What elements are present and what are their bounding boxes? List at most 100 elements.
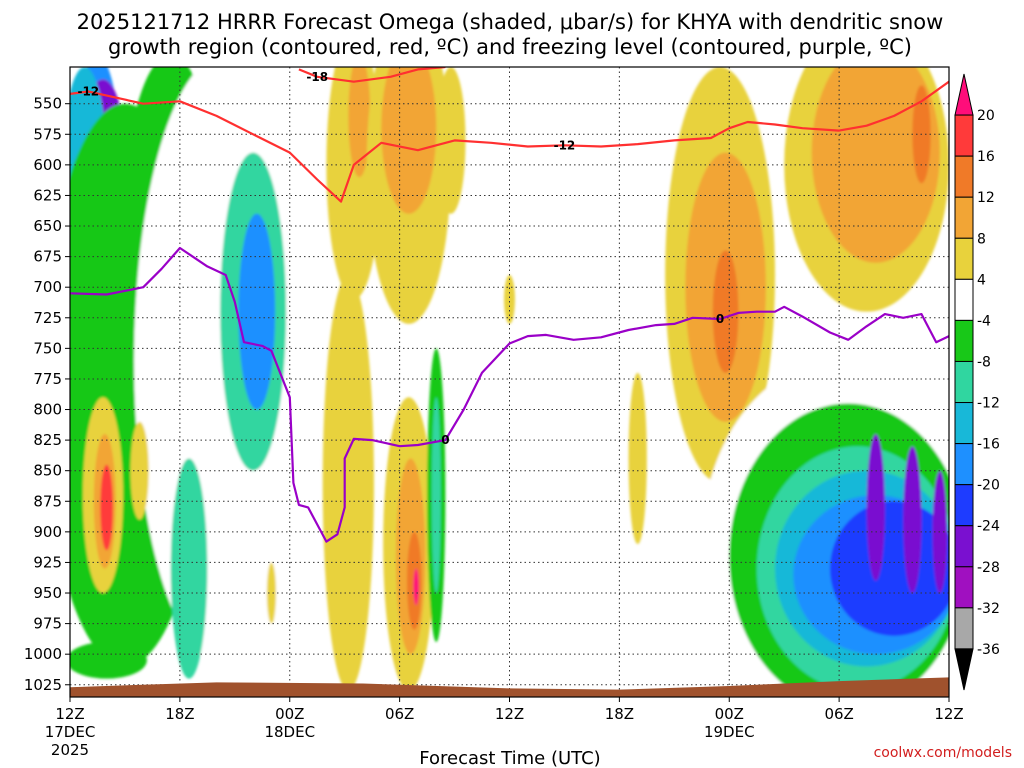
omega-region-14 [266,562,277,624]
omega-region-16 [348,67,371,178]
colorbar-label-11: -28 [977,560,1000,576]
colorbar-label-12: -32 [977,601,1000,617]
omega-region-7 [238,213,276,410]
colorbar-label-4: 4 [977,272,986,288]
omega-region-27 [504,274,515,324]
y-tick-label-850: 850 [33,462,62,480]
y-tick-label-800: 800 [33,401,62,419]
watermark: coolwx.com/models [874,745,1012,761]
colorbar-label-10: -24 [977,519,1000,535]
y-tick-label-900: 900 [33,523,62,541]
omega-shading [70,67,949,697]
x-tick-label-6: 00Z [715,705,744,723]
freezing-level-contour-label-1: 0 [716,312,724,326]
y-tick-label-550: 550 [33,95,62,113]
colorbar-label-6: -8 [977,354,991,370]
omega-region-17 [322,274,374,691]
colorbar-swatch-3 [954,196,974,239]
x-tick-label-1: 18Z [165,705,194,723]
colorbar-swatch-8 [954,402,974,445]
x-tick-label-0: 12Z [55,705,84,723]
dgz-contour-minus18-label-0: -18 [306,70,328,84]
x-tick-date-2: 18DEC [264,723,315,741]
colorbar-label-9: -20 [977,478,1000,494]
colorbar-swatch-7 [954,360,974,404]
colorbar-label-0: 20 [977,108,995,124]
y-tick-label-650: 650 [33,217,62,235]
dgz-contour-minus18 [298,67,446,83]
x-axis-title: Forecast Time (UTC) [419,748,600,768]
colorbar-swatch-9 [954,443,974,486]
colorbar-label-5: -4 [977,313,991,329]
x-tick-label-8: 12Z [934,705,963,723]
x-tick-label-2: 00Z [275,705,304,723]
y-tick-label-675: 675 [33,248,62,266]
omega-region-31 [712,250,739,373]
colorbar-cap-bottom [954,648,974,691]
y-tick-label-575: 575 [33,125,62,143]
x-tick-label-4: 12Z [495,705,524,723]
x-tick-date-6: 19DEC [704,723,755,741]
y-tick-label-600: 600 [33,156,62,174]
ground-surface [70,677,949,697]
colorbar-swatch-5 [954,278,974,321]
x-tick-label-5: 18Z [605,705,634,723]
y-tick-label-625: 625 [33,186,62,204]
omega-region-28 [628,372,647,545]
omega-region-41 [866,433,885,581]
x-tick-date-0: 17DEC [45,723,96,741]
y-tick-label-925: 925 [33,553,62,571]
colorbar-swatch-10 [954,484,974,527]
y-axis: 550 575 600 625 650 675 700 725 750 775 800 825 850 8… [24,95,70,694]
omega-region-23 [413,568,419,606]
y-tick-label-1000: 1000 [24,645,62,663]
colorbar-swatch-4 [954,237,974,280]
colorbar-swatch-1 [954,114,974,157]
terrain-ground [70,677,949,697]
y-tick-label-950: 950 [33,584,62,602]
colorbar-label-13: -36 [977,642,1000,658]
freezing-level-contour-label-0: 0 [441,433,449,447]
colorbar-label-2: 12 [977,190,995,206]
colorbar-swatch-12 [954,566,974,609]
y-tick-label-1025: 1025 [24,676,62,694]
omega-region-25 [431,397,441,594]
omega-region-13 [130,421,149,520]
grid-lines [70,67,949,697]
omega-region-12 [100,464,114,551]
omega-region-8 [170,458,208,679]
x-tick-label-7: 06Z [824,705,853,723]
freezing-level-contour [70,246,949,543]
x-tick-label-3: 06Z [385,705,414,723]
colorbar-label-8: -16 [977,437,1000,453]
colorbar-swatch-6 [954,319,974,362]
colorbar: 20 16 12 8 4 -4 -8 -12 -16 -20 -24 -28 -32 -36 [954,73,1000,691]
y-tick-label-975: 975 [33,615,62,633]
y-tick-label-725: 725 [33,309,62,327]
colorbar-swatch-2 [954,155,974,198]
omega-region-42 [903,446,922,594]
colorbar-swatch-11 [954,525,974,568]
y-tick-label-825: 825 [33,431,62,449]
dgz-contour-minus12 [70,80,949,203]
x-tick-year-0: 2025 [51,741,89,759]
colorbar-swatch-13 [954,607,974,650]
y-tick-label-875: 875 [33,492,62,510]
colorbar-label-3: 8 [977,231,986,247]
plot-area: -12 -12 -18 0 0 [70,67,949,697]
dgz-contour-minus12-label-1: -12 [554,138,576,152]
colorbar-cap-top [954,73,974,116]
y-tick-label-750: 750 [33,339,62,357]
y-tick-label-700: 700 [33,278,62,296]
colorbar-label-7: -12 [977,396,1000,412]
contour-lines: -12 -12 -18 0 0 [70,67,949,543]
y-tick-label-775: 775 [33,370,62,388]
chart-title-line1: 2025121712 HRRR Forecast Omega (shaded, … [77,10,944,34]
omega-region-9 [70,641,147,679]
dgz-contour-minus12-label-0: -12 [77,84,99,98]
colorbar-label-1: 16 [977,149,995,165]
chart-title-line2: growth region (contoured, red, ºC) and f… [108,35,912,59]
